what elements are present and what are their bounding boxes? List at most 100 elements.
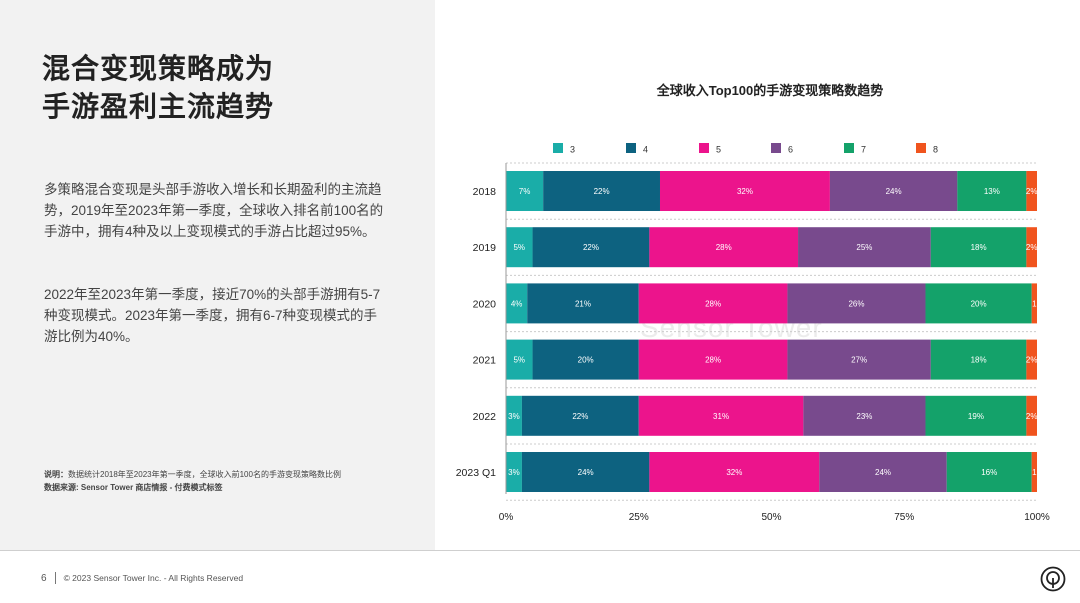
data-label: 3% xyxy=(508,468,520,477)
bar-segment-3 xyxy=(506,227,533,268)
bar-segment-6 xyxy=(803,395,926,436)
bar-segment-8 xyxy=(1026,227,1037,268)
x-tick-label: 0% xyxy=(499,512,514,523)
bar-segment-8 xyxy=(1026,395,1037,436)
data-label: 28% xyxy=(716,243,732,252)
data-label: 32% xyxy=(726,468,742,477)
data-label: 13% xyxy=(984,187,1000,196)
data-label: 7% xyxy=(519,187,531,196)
bar-segment-6 xyxy=(787,339,931,380)
notes: 说明：数据统计2018年至2023年第一季度，全球收入前100名的手游变现策略数… xyxy=(44,468,414,494)
data-label: 23% xyxy=(856,412,872,421)
legend-label-5: 5 xyxy=(716,145,721,155)
bar-segment-4 xyxy=(532,227,650,268)
chart-title: 全球收入Top100的手游变现策略数趋势 xyxy=(656,83,884,98)
bar-segment-6 xyxy=(787,283,926,324)
note-text: 数据统计2018年至2023年第一季度，全球收入前100名的手游变现策略数比例 xyxy=(68,470,341,479)
bar-segment-5 xyxy=(638,283,788,324)
left-panel: 混合变现策略成为 手游盈利主流趋势 多策略混合变现是头部手游收入增长和长期盈利的… xyxy=(0,0,435,550)
data-label: 24% xyxy=(886,187,902,196)
bar-segment-4 xyxy=(527,283,639,324)
legend-swatch-7 xyxy=(844,143,854,153)
bar-segment-8 xyxy=(1031,283,1037,324)
bar-segment-3 xyxy=(506,283,528,324)
title-line-1: 混合变现策略成为 xyxy=(42,53,275,84)
x-tick-label: 25% xyxy=(629,512,649,523)
bar-segment-4 xyxy=(521,395,639,436)
x-tick-label: 100% xyxy=(1024,512,1050,523)
bar-segment-4 xyxy=(532,339,639,380)
data-label: 31% xyxy=(713,412,729,421)
bar-segment-6 xyxy=(798,227,931,268)
legend-swatch-6 xyxy=(771,143,781,153)
legend-swatch-3 xyxy=(553,143,563,153)
category-label: 2022 xyxy=(473,411,497,423)
bar-segment-8 xyxy=(1031,452,1037,492)
bar-segment-7 xyxy=(930,339,1027,380)
data-label: 22% xyxy=(583,243,599,252)
data-label: 18% xyxy=(971,356,987,365)
footer-divider xyxy=(0,550,1080,551)
note-line: 说明：数据统计2018年至2023年第一季度，全球收入前100名的手游变现策略数… xyxy=(44,468,414,481)
bar-segment-5 xyxy=(649,227,799,268)
data-label: 3% xyxy=(508,412,520,421)
bar-segment-3 xyxy=(506,339,533,380)
data-label: 2% xyxy=(1026,187,1038,196)
legend-label-4: 4 xyxy=(643,145,648,155)
data-label: 28% xyxy=(705,356,721,365)
title-line-2: 手游盈利主流趋势 xyxy=(42,91,275,122)
data-label: 1 xyxy=(1032,299,1037,308)
category-label: 2020 xyxy=(473,298,497,310)
category-label: 2019 xyxy=(473,242,497,254)
data-label: 2% xyxy=(1026,243,1038,252)
sensor-tower-logo-icon xyxy=(1040,566,1066,592)
bar-segment-7 xyxy=(925,395,1027,436)
legend-label-7: 7 xyxy=(861,145,866,155)
legend-label-6: 6 xyxy=(788,145,793,155)
data-label: 4% xyxy=(511,299,523,308)
source-text: 数据来源: Sensor Tower 商店情报 - 付费模式标签 xyxy=(44,483,223,492)
bar-segment-6 xyxy=(819,452,947,492)
bar-segment-4 xyxy=(521,452,650,492)
bar-segment-3 xyxy=(506,171,544,211)
bar-segment-7 xyxy=(957,171,1027,211)
category-label: 2023 Q1 xyxy=(456,467,496,479)
legend-swatch-8 xyxy=(916,143,926,153)
bar-segment-3 xyxy=(506,452,522,492)
data-label: 32% xyxy=(737,187,753,196)
data-label: 24% xyxy=(875,468,891,477)
data-label: 1 xyxy=(1032,468,1037,477)
data-label: 18% xyxy=(971,243,987,252)
category-label: 2021 xyxy=(473,355,497,367)
data-label: 27% xyxy=(851,356,867,365)
legend-label-3: 3 xyxy=(570,145,575,155)
legend-swatch-5 xyxy=(699,143,709,153)
data-label: 22% xyxy=(572,412,588,421)
legend-label-8: 8 xyxy=(933,145,938,155)
bar-segment-5 xyxy=(638,395,804,436)
paragraph-2: 2022年至2023年第一季度，接近70%的头部手游拥有5-7种变现模式。202… xyxy=(44,287,381,344)
data-label: 22% xyxy=(594,187,610,196)
note-label: 说明： xyxy=(44,470,68,479)
data-label: 24% xyxy=(578,468,594,477)
data-label: 20% xyxy=(578,356,594,365)
x-tick-label: 50% xyxy=(761,512,781,523)
bar-segment-7 xyxy=(925,283,1032,324)
legend-swatch-4 xyxy=(626,143,636,153)
data-label: 5% xyxy=(513,356,525,365)
page-number: 6 xyxy=(41,572,47,584)
paragraph-1: 多策略混合变现是头部手游收入增长和长期盈利的主流趋势，2019年至2023年第一… xyxy=(44,182,384,239)
data-label: 2% xyxy=(1026,356,1038,365)
data-label: 16% xyxy=(981,468,997,477)
data-label: 21% xyxy=(575,299,591,308)
bar-segment-5 xyxy=(659,171,830,211)
copyright: © 2023 Sensor Tower Inc. - All Rights Re… xyxy=(63,573,244,583)
category-label: 2018 xyxy=(473,186,497,198)
bar-segment-8 xyxy=(1026,339,1037,380)
x-tick-label: 75% xyxy=(894,512,914,523)
bar-segment-8 xyxy=(1026,171,1037,211)
bar-segment-4 xyxy=(543,171,660,211)
data-label: 25% xyxy=(856,243,872,252)
bar-segment-7 xyxy=(930,227,1027,268)
